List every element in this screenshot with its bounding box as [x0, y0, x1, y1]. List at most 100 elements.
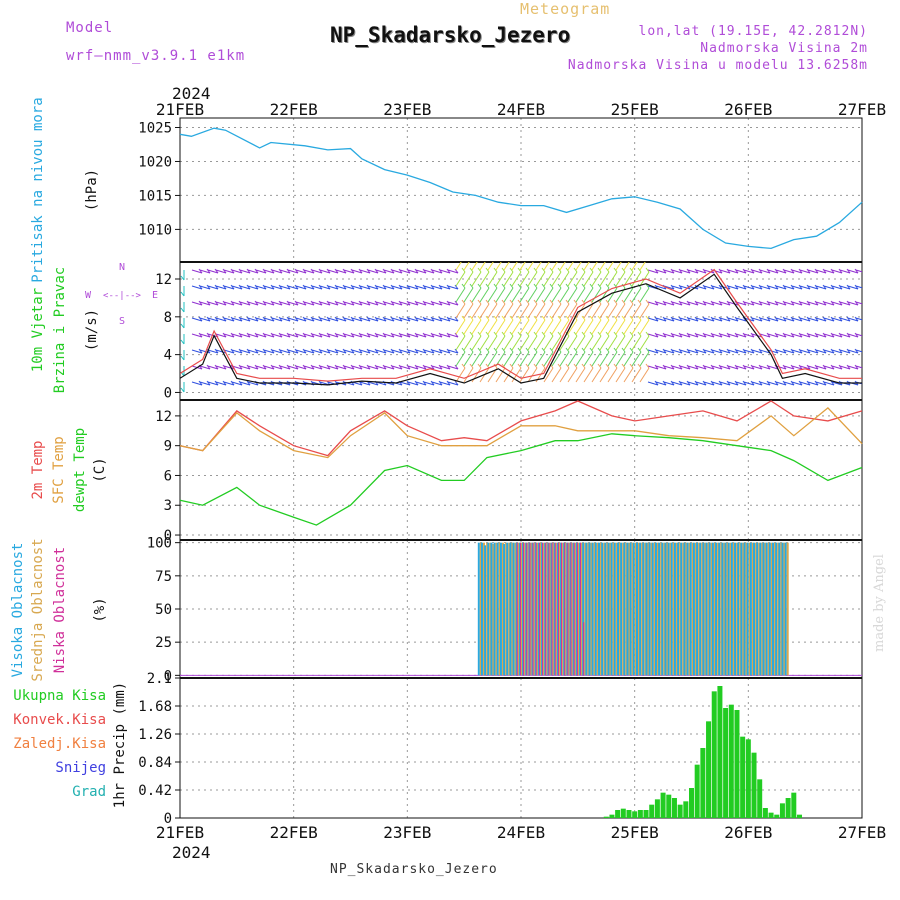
wind-barb [415, 317, 427, 322]
wind-barb-flag [350, 300, 355, 306]
wind-barb-flag [318, 332, 323, 338]
wind-barb-flag [517, 347, 522, 353]
cloud-mid-bar [571, 542, 574, 676]
wind-barb [799, 301, 811, 306]
wind-barb [559, 303, 570, 319]
wind-barb-flag [718, 348, 723, 354]
wind-barb-flag [262, 284, 267, 290]
wind-barb [303, 349, 315, 354]
cloud-high-bar [604, 542, 607, 676]
wind-barb-flag [565, 267, 570, 273]
wind-barb [359, 317, 371, 322]
wind-barb [775, 365, 787, 370]
precip-bar [711, 691, 717, 818]
wind-barb-flag [597, 283, 602, 289]
cloud-mid-bar [780, 542, 783, 676]
cloud-mid-bar [486, 542, 489, 676]
precip-bar [734, 710, 740, 818]
wind-barb-flag [710, 284, 715, 290]
wind-barb [815, 365, 827, 370]
wind-barb [575, 351, 586, 367]
wind-barb-flag [214, 316, 219, 322]
wind-barb [535, 303, 546, 319]
wind-barb [239, 381, 251, 386]
wind-barb-flag [557, 363, 562, 369]
wind-barb [231, 381, 243, 386]
wind-barb [679, 349, 691, 354]
wind-barb-flag [390, 268, 395, 274]
wind-barb-flag [302, 316, 307, 322]
wind-barb [695, 333, 707, 338]
wind-barb [495, 262, 502, 271]
wind-barb [639, 367, 650, 383]
wind-barb [687, 365, 699, 370]
wind-barb-flag [198, 348, 203, 354]
cloud-mid-bar [751, 542, 754, 676]
wind-barb-flag [493, 283, 498, 289]
wind-barb [551, 287, 562, 303]
wind-barb-flag [742, 364, 747, 370]
wind-barb-flag [806, 364, 811, 370]
wind-barb [855, 349, 862, 353]
wind-barb [815, 285, 827, 290]
wind-barb [207, 317, 219, 322]
cloud-low-bar [580, 542, 582, 676]
wind-barb [351, 333, 363, 338]
wind-barb-flag [726, 332, 731, 338]
wind-barb-flag [750, 316, 755, 322]
wind-barb [503, 271, 514, 287]
wind-barb-flag [438, 316, 443, 322]
wind-barb-flag [358, 364, 363, 370]
wind-barb [399, 269, 411, 274]
wind-barb [247, 349, 259, 354]
wind-barb-flag [605, 267, 610, 273]
wind-barb-flag [517, 331, 522, 337]
wind-barb [775, 301, 787, 306]
wind-barb-flag [334, 364, 339, 370]
wind-panel [175, 261, 863, 401]
cloud-mid-bar [565, 542, 568, 676]
cloud-low-bar [551, 542, 553, 676]
wind-barb-flag [654, 332, 659, 338]
wind-barb [855, 269, 862, 273]
wind-barb [383, 365, 395, 370]
cloud-mid-bar [603, 542, 606, 676]
wind-barb [663, 301, 675, 306]
wind-barb [799, 333, 811, 338]
wind-barb [599, 303, 610, 319]
wind-barb-flag [557, 283, 562, 289]
wind-barb [279, 365, 291, 370]
wind-barb [511, 271, 522, 287]
wind-barb-flag [662, 364, 667, 370]
wind-barb [263, 365, 275, 370]
wind-barb [327, 349, 339, 354]
wind-barb [575, 335, 586, 351]
wind-barb [271, 301, 283, 306]
cloud-low-bar [583, 622, 585, 676]
wind-barb [319, 301, 331, 306]
precip-bar [700, 748, 706, 818]
wind-barb-flag [822, 380, 827, 386]
wind-barb-flag [541, 363, 546, 369]
wind-barb-flag [294, 316, 299, 322]
cloud-mid-bar [764, 542, 767, 676]
wind-barb-flag [766, 300, 771, 306]
wind-barb-flag [334, 332, 339, 338]
wind-barb-flag [286, 348, 291, 354]
wind-barb-flag [326, 348, 331, 354]
wind-barb-flag [854, 300, 859, 306]
wind-barb-flag [382, 268, 387, 274]
wind-barb-flag [262, 268, 267, 274]
wind-barb [679, 285, 691, 290]
wind-barb-flag [398, 268, 403, 274]
wind-barb-flag [573, 315, 578, 321]
wind-barb-flag [461, 347, 466, 353]
wind-barb-flag [278, 268, 283, 274]
wind-barb-flag [406, 364, 411, 370]
wind-barb-flag [613, 267, 618, 273]
wind-barb [271, 349, 283, 354]
wind-barb-flag [846, 348, 851, 354]
cloud-high-bar [626, 542, 629, 676]
cloud-low-bar [529, 542, 531, 676]
cloud-mid-bar [622, 542, 625, 676]
